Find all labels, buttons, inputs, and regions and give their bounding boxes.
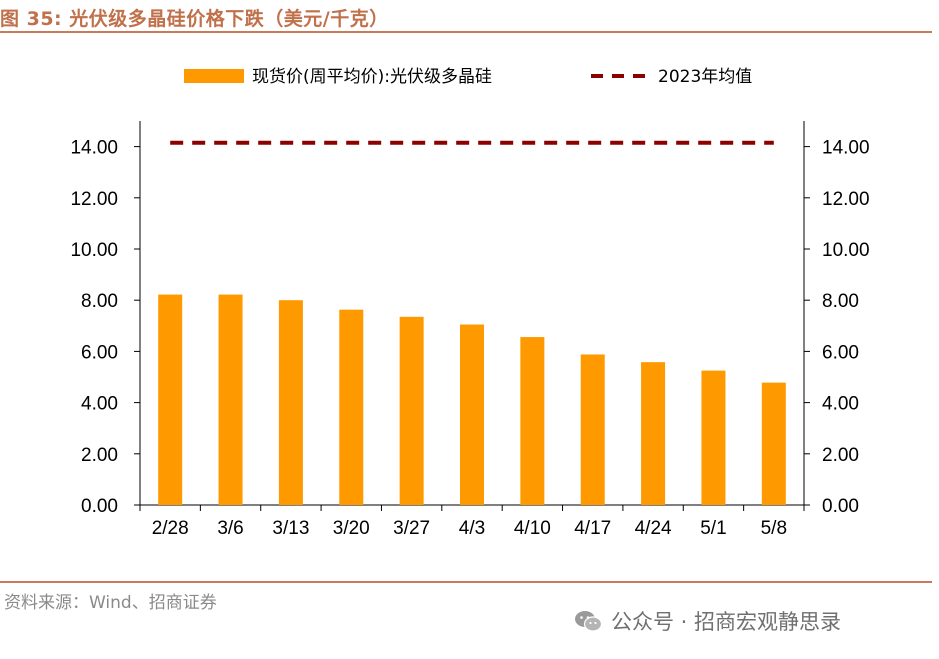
x-tick-label: 5/1 (700, 518, 726, 539)
legend-line-label: 2023年均值 (658, 67, 752, 87)
footer-divider (0, 581, 932, 583)
watermark: 公众号 · 招商宏观静思录 (573, 606, 841, 636)
bar (218, 294, 243, 505)
x-tick-label: 5/8 (761, 518, 787, 539)
bar-chart: 现货价(周平均价):光伏级多晶硅 2023年均值 0.00 0.00 2.00 2.0… (70, 67, 869, 539)
legend: 现货价(周平均价):光伏级多晶硅 2023年均值 (184, 67, 752, 87)
bar (701, 370, 726, 505)
bars (158, 294, 786, 505)
bar (158, 294, 183, 505)
y-tick-label-right: 10.00 (822, 240, 870, 261)
y-tick-label-left: 10.00 (70, 240, 118, 261)
bar (641, 362, 666, 505)
y-tick-label-right: 2.00 (822, 445, 859, 466)
wechat-icon (575, 611, 603, 632)
bar (460, 324, 484, 505)
y-tick-label-right: 12.00 (822, 189, 870, 210)
y-tick-label-right: 14.00 (822, 138, 870, 159)
y-tick-label-left: 6.00 (81, 342, 118, 363)
bar (399, 316, 424, 505)
bar (580, 354, 605, 505)
x-tick-label: 4/24 (635, 518, 672, 539)
y-tick-label-right: 4.00 (822, 394, 859, 415)
bar (520, 337, 545, 505)
y-tick-label-left: 12.00 (70, 189, 118, 210)
legend-bar-swatch (184, 69, 244, 83)
x-tick-label: 3/27 (393, 518, 430, 539)
title-divider (0, 31, 932, 33)
bar (761, 382, 786, 505)
watermark-text: 公众号 · 招商宏观静思录 (611, 610, 842, 634)
figure-title: 图 35: 光伏级多晶硅价格下跌（美元/千克） (0, 8, 389, 30)
y-tick-label-left: 2.00 (81, 445, 118, 466)
x-tick-label: 3/6 (217, 518, 243, 539)
source-note: 资料来源：Wind、招商证券 (4, 593, 217, 613)
bar (278, 300, 303, 505)
x-tick-label: 3/20 (333, 518, 370, 539)
legend-bar-label: 现货价(周平均价):光伏级多晶硅 (252, 67, 492, 87)
y-tick-label-left: 14.00 (70, 138, 118, 159)
x-tick-label: 2/28 (152, 518, 189, 539)
tick-labels: 0.00 0.00 2.00 2.00 4.00 4.00 6.00 6.00 8.00 8.00… (70, 138, 869, 539)
x-tick-label: 3/13 (272, 518, 309, 539)
y-tick-label-left: 0.00 (81, 496, 118, 517)
x-tick-label: 4/17 (574, 518, 611, 539)
y-tick-label-right: 8.00 (822, 291, 859, 312)
y-tick-label-left: 4.00 (81, 394, 118, 415)
x-tick-label: 4/10 (514, 518, 551, 539)
y-tick-label-left: 8.00 (81, 291, 118, 312)
y-tick-label-right: 0.00 (822, 496, 859, 517)
x-tick-label: 4/3 (459, 518, 485, 539)
bar (339, 309, 364, 505)
y-tick-label-right: 6.00 (822, 342, 859, 363)
